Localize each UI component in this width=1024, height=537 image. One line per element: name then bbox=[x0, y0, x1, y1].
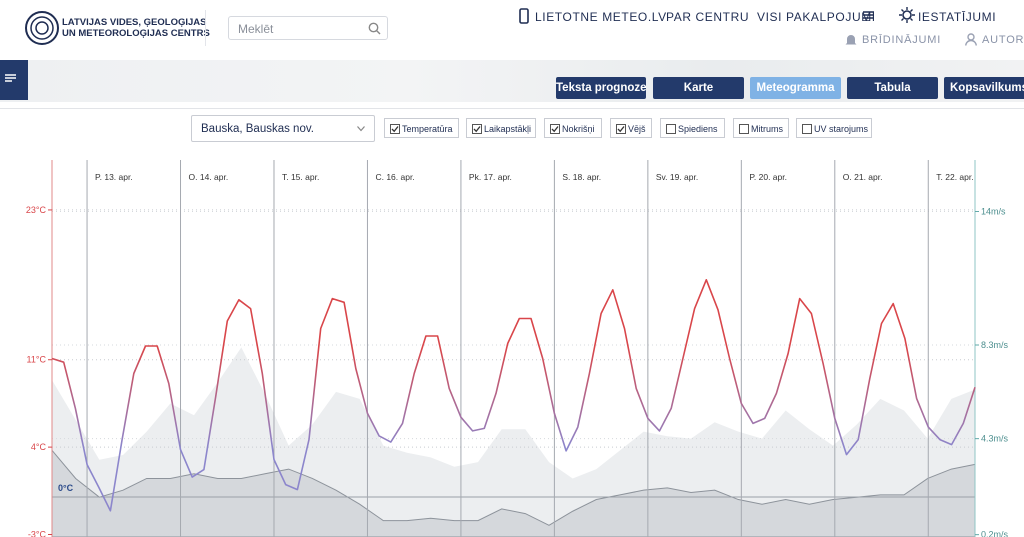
checkbox-box bbox=[739, 124, 749, 134]
nav-link[interactable]: AUTORI bbox=[982, 34, 1024, 46]
phone-icon bbox=[519, 8, 529, 24]
day-label: P. 13. apr. bbox=[95, 172, 133, 182]
nav-link[interactable]: LIETOTNE METEO.LV bbox=[535, 10, 667, 24]
divider bbox=[205, 10, 206, 46]
checkbox[interactable]: Nokrišņi bbox=[544, 118, 602, 138]
y-tick-label: -3°C bbox=[28, 530, 47, 537]
day-label: P. 20. apr. bbox=[749, 172, 787, 182]
y-tick-label: 23°C bbox=[26, 205, 47, 215]
y-tick-label: 4°C bbox=[31, 442, 47, 452]
y2-tick-label: 0.2m/s bbox=[981, 530, 1009, 537]
search-placeholder: Meklēt bbox=[238, 22, 274, 36]
location-text: Bauska, Bauskas nov. bbox=[201, 123, 314, 135]
logo-line: UN METEOROLOĢIJAS CENTRS bbox=[62, 28, 210, 39]
nav-link[interactable]: BRĪDINĀJUMI bbox=[862, 34, 942, 46]
y2-tick-label: 4.3m/s bbox=[981, 434, 1009, 444]
checkbox-box bbox=[472, 124, 482, 134]
menu-icon bbox=[5, 74, 16, 82]
nav-link[interactable]: VISI PAKALPOJUMI bbox=[757, 10, 876, 24]
location-select[interactable]: Bauska, Bauskas nov. bbox=[191, 115, 375, 142]
checkbox-box bbox=[550, 124, 560, 134]
logo-icon bbox=[25, 11, 59, 45]
search-box[interactable]: Meklēt bbox=[228, 16, 388, 40]
nav-link[interactable]: IESTATĪJUMI bbox=[918, 10, 997, 24]
settings-icon bbox=[899, 7, 915, 23]
check-mark bbox=[473, 126, 481, 133]
check-mark bbox=[551, 126, 559, 133]
tab[interactable]: Karte bbox=[653, 77, 744, 99]
checkbox[interactable]: Laikapstākļi bbox=[466, 118, 536, 138]
checkbox[interactable]: Vējš bbox=[610, 118, 652, 138]
checkbox[interactable]: Mitrums bbox=[733, 118, 789, 138]
checkbox[interactable]: Temperatūra bbox=[384, 118, 459, 138]
checkbox-label: Nokrišņi bbox=[562, 124, 595, 134]
checkbox-label: Temperatūra bbox=[402, 124, 453, 134]
tab[interactable]: Teksta prognoze bbox=[556, 77, 646, 99]
checkbox[interactable]: UV starojums bbox=[796, 118, 872, 138]
day-label: T. 15. apr. bbox=[282, 172, 319, 182]
checkbox-label: Vējš bbox=[628, 124, 646, 134]
chevron bbox=[357, 126, 365, 132]
checkbox[interactable]: Spiediens bbox=[660, 118, 725, 138]
tab[interactable]: Kopsavilkums bbox=[944, 77, 1024, 99]
logo-line: LATVIJAS VIDES, ĢEOLOĢIJAS bbox=[62, 17, 207, 28]
list-icon bbox=[863, 11, 874, 21]
menu-button[interactable] bbox=[0, 60, 28, 100]
day-label: C. 16. apr. bbox=[375, 172, 414, 182]
day-label: S. 18. apr. bbox=[562, 172, 601, 182]
nav-link[interactable]: PAR CENTRU bbox=[666, 10, 750, 24]
checkbox-box bbox=[616, 124, 626, 134]
bell-icon bbox=[845, 35, 857, 45]
tab[interactable]: Tabula bbox=[847, 77, 938, 99]
checkbox-label: UV starojums bbox=[814, 124, 869, 134]
day-label: O. 21. apr. bbox=[843, 172, 883, 182]
y-tick-label: 11°C bbox=[27, 355, 47, 365]
y2-tick-label: 8.3m/s bbox=[981, 340, 1009, 350]
day-label: O. 14. apr. bbox=[189, 172, 229, 182]
check-mark bbox=[617, 126, 625, 133]
check-mark bbox=[391, 126, 399, 133]
separator bbox=[0, 108, 1024, 109]
day-label: T. 22. apr. bbox=[936, 172, 973, 182]
day-label: Sv. 19. apr. bbox=[656, 172, 698, 182]
logo-text[interactable]: LATVIJAS VIDES, ĢEOLOĢIJAS UN METEOROLOĢ… bbox=[62, 17, 210, 39]
checkbox-label: Mitrums bbox=[751, 124, 783, 134]
checkbox-label: Laikapstākļi bbox=[484, 124, 532, 134]
y2-tick-label: 14m/s bbox=[981, 207, 1006, 217]
checkbox-box bbox=[666, 124, 676, 134]
checkbox-box bbox=[802, 124, 812, 134]
user-icon bbox=[965, 33, 977, 46]
temperature-line bbox=[51, 279, 976, 512]
tab[interactable]: Meteogramma bbox=[750, 77, 841, 99]
checkbox-label: Spiediens bbox=[678, 124, 718, 134]
checkbox-box bbox=[390, 124, 400, 134]
zero-label: 0°C bbox=[58, 483, 74, 493]
search-icon bbox=[368, 22, 381, 35]
day-label: Pk. 17. apr. bbox=[469, 172, 512, 182]
